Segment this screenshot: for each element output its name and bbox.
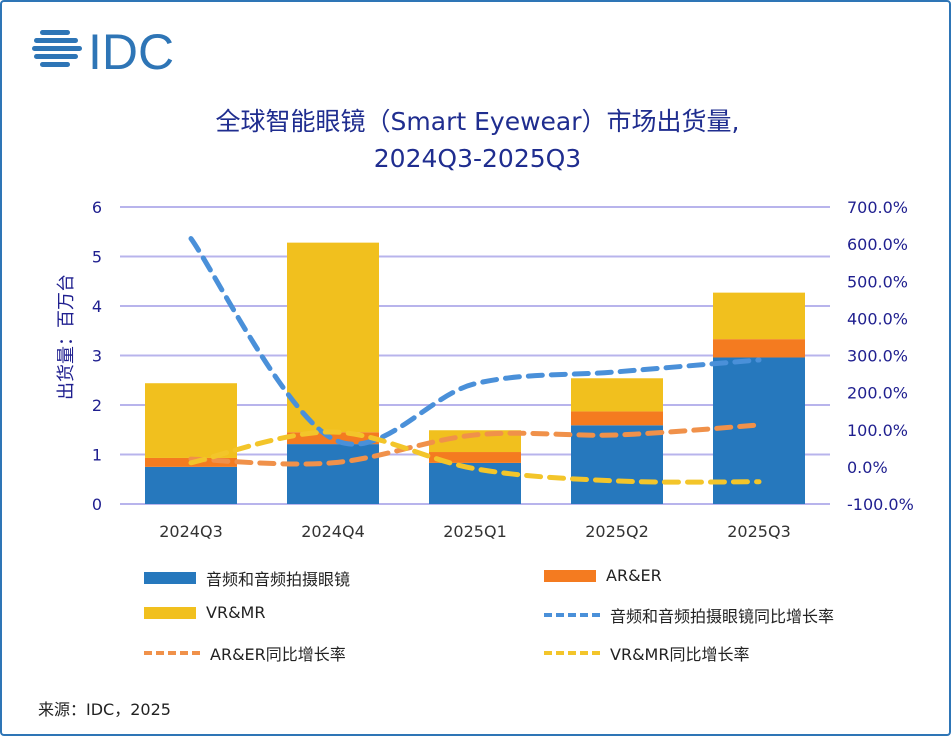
bar-segment xyxy=(429,452,521,463)
bar-segment xyxy=(287,242,379,433)
y2-tick-label: 100.0% xyxy=(847,421,908,440)
y2-tick-label: 500.0% xyxy=(847,272,908,291)
y2-tick-label: 700.0% xyxy=(847,198,908,217)
x-tick-label: 2025Q2 xyxy=(585,522,649,541)
y2-tick-label: 600.0% xyxy=(847,235,908,254)
bar-segment xyxy=(287,432,379,445)
idc-logo: IDC xyxy=(32,24,174,76)
y-tick-label: 2 xyxy=(92,396,102,415)
legend-item-audio-growth: 音频和音频拍摄眼镜同比增长率 xyxy=(544,603,834,627)
bar-segment xyxy=(145,466,237,504)
x-tick-label: 2025Q1 xyxy=(443,522,507,541)
bar-segment xyxy=(571,378,663,412)
bar-segment xyxy=(713,292,805,340)
y-tick-label: 3 xyxy=(92,347,102,366)
y2-tick-label: 300.0% xyxy=(847,347,908,366)
source-note: 来源：IDC，2025 xyxy=(38,700,171,719)
x-tick-label: 2024Q4 xyxy=(301,522,365,541)
bar-segment xyxy=(713,339,805,358)
legend-item-audio: 音频和音频拍摄眼镜 xyxy=(144,566,350,590)
legend-item-vr: VR&MR xyxy=(144,603,265,622)
y2-tick-label: 400.0% xyxy=(847,309,908,328)
y-tick-label: 5 xyxy=(92,248,102,267)
y-tick-label: 1 xyxy=(92,446,102,465)
y-tick-label: 0 xyxy=(92,495,102,514)
bar-segment xyxy=(145,383,237,458)
bar-segment xyxy=(571,425,663,504)
legend-item-ar: AR&ER xyxy=(544,566,662,585)
bar-segment xyxy=(287,444,379,504)
legend-label: AR&ER xyxy=(606,566,662,585)
svg-text:IDC: IDC xyxy=(88,24,174,76)
legend-swatch xyxy=(144,651,200,655)
legend-swatch xyxy=(144,572,196,584)
growth-line xyxy=(188,422,762,467)
growth-line xyxy=(188,236,762,447)
y-tick-label: 4 xyxy=(92,297,102,316)
legend-label: 音频和音频拍摄眼镜 xyxy=(206,570,351,589)
x-tick-label: 2024Q3 xyxy=(159,522,223,541)
legend-swatch xyxy=(544,569,596,582)
y2-tick-label: 0.0% xyxy=(847,458,888,477)
y2-tick-label: 200.0% xyxy=(847,384,908,403)
bar-segment xyxy=(429,462,521,504)
bar-segment xyxy=(571,411,663,426)
legend-label: VR&MR同比增长率 xyxy=(610,645,750,664)
legend-label: VR&MR xyxy=(206,603,266,622)
chart-title-line1: 全球智能眼镜（Smart Eyewear）市场出货量, xyxy=(215,107,740,136)
chart-plot: 0 1 2 3 4 5 6 -100.0% 0.0% 100.0% 200.0% 300.0% 400.… xyxy=(56,198,914,541)
legend-swatch xyxy=(544,651,600,655)
legend-item-ar-growth: AR&ER同比增长率 xyxy=(144,641,346,665)
y-tick-label: 6 xyxy=(92,198,102,217)
legend-label: 音频和音频拍摄眼镜同比增长率 xyxy=(610,607,835,626)
growth-line xyxy=(188,429,762,485)
legend-item-vr-growth: VR&MR同比增长率 xyxy=(544,641,749,665)
legend-label: AR&ER同比增长率 xyxy=(210,645,346,664)
chart-title-line2: 2024Q3-2025Q3 xyxy=(373,144,582,173)
legend-swatch xyxy=(144,606,196,619)
y2-tick-label: -100.0% xyxy=(847,495,914,514)
x-tick-label: 2025Q3 xyxy=(727,522,791,541)
y-axis-label: 出货量：百万台 xyxy=(56,274,77,400)
legend-swatch xyxy=(544,613,600,617)
